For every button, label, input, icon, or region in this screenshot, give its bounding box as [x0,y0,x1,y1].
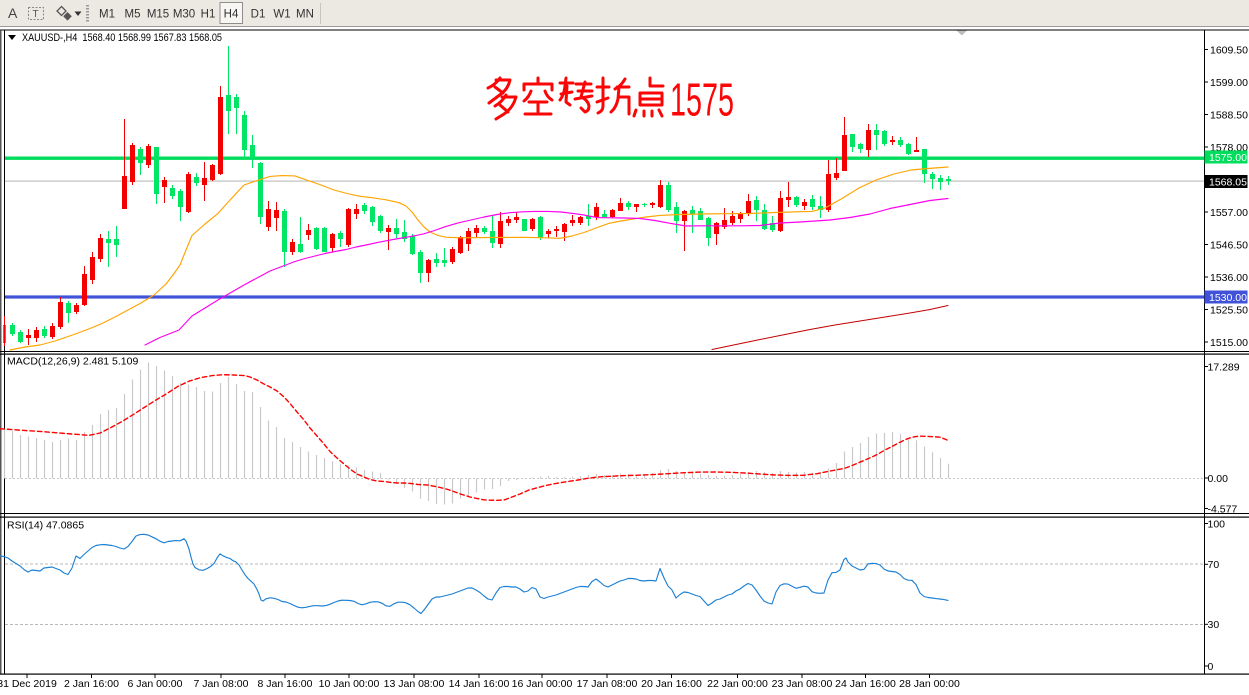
svg-text:1575.00: 1575.00 [1209,152,1247,164]
svg-text:XAUUSD-,H4 1568.40 1568.99 15: XAUUSD-,H4 1568.40 1568.99 1567.83 1568.… [22,32,222,44]
svg-text:30: 30 [1208,619,1220,631]
svg-text:0.00: 0.00 [1208,473,1229,485]
svg-text:0: 0 [1208,661,1214,673]
svg-text:1575: 1575 [670,74,734,126]
svg-text:24 Jan 16:00: 24 Jan 16:00 [835,678,896,690]
svg-text:22 Jan 00:00: 22 Jan 00:00 [707,678,768,690]
svg-text:6 Jan 00:00: 6 Jan 00:00 [128,678,183,690]
svg-text:H1: H1 [201,9,216,21]
svg-text:1536.00: 1536.00 [1210,272,1248,284]
svg-text:13 Jan 08:00: 13 Jan 08:00 [384,678,445,690]
svg-text:M5: M5 [125,9,141,21]
svg-text:10 Jan 00:00: 10 Jan 00:00 [319,678,380,690]
svg-text:16 Jan 00:00: 16 Jan 00:00 [512,678,573,690]
svg-text:31 Dec 2019: 31 Dec 2019 [0,678,57,690]
svg-text:1515.00: 1515.00 [1210,337,1248,349]
svg-text:17.289: 17.289 [1208,361,1240,373]
svg-text:A: A [8,5,18,21]
svg-text:1609.50: 1609.50 [1210,44,1248,56]
svg-text:M30: M30 [173,9,195,21]
svg-text:23 Jan 08:00: 23 Jan 08:00 [772,678,833,690]
svg-text:70: 70 [1208,559,1220,571]
svg-text:20 Jan 16:00: 20 Jan 16:00 [641,678,702,690]
svg-text:H4: H4 [224,9,239,21]
svg-text:1557.00: 1557.00 [1210,207,1248,219]
svg-text:100: 100 [1208,518,1226,530]
svg-text:M15: M15 [147,9,169,21]
svg-text:T: T [33,9,39,20]
svg-text:MN: MN [296,9,314,21]
svg-text:M1: M1 [99,9,115,21]
svg-text:MACD(12,26,9) 2.481 5.109: MACD(12,26,9) 2.481 5.109 [7,356,138,368]
svg-text:17 Jan 08:00: 17 Jan 08:00 [577,678,638,690]
svg-text:8 Jan 16:00: 8 Jan 16:00 [258,678,313,690]
svg-text:RSI(14) 47.0865: RSI(14) 47.0865 [7,520,84,532]
svg-text:D1: D1 [251,9,266,21]
svg-text:28 Jan 00:00: 28 Jan 00:00 [899,678,960,690]
svg-text:1546.50: 1546.50 [1210,239,1248,251]
svg-text:7 Jan 08:00: 7 Jan 08:00 [194,678,249,690]
svg-text:W1: W1 [273,9,290,21]
svg-text:1599.00: 1599.00 [1210,77,1248,89]
svg-text:2 Jan 16:00: 2 Jan 16:00 [64,678,119,690]
svg-text:1588.50: 1588.50 [1210,109,1248,121]
svg-text:1525.50: 1525.50 [1210,304,1248,316]
svg-text:1530.00: 1530.00 [1209,292,1247,304]
svg-text:14 Jan 16:00: 14 Jan 16:00 [449,678,510,690]
svg-text:1568.05: 1568.05 [1209,176,1247,188]
svg-text:-4.577: -4.577 [1208,503,1238,515]
